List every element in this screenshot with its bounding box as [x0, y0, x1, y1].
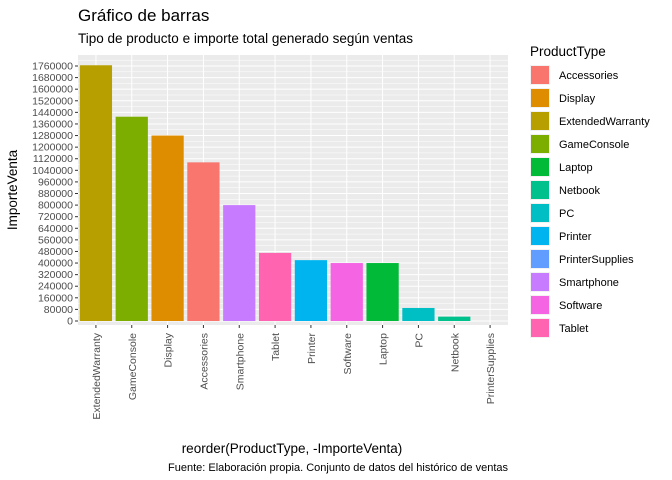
legend-item: Netbook [530, 180, 600, 200]
bar-gameconsole [115, 116, 148, 321]
y-tick-label: 1120000 [33, 153, 73, 165]
y-tick-label: 800000 [38, 200, 73, 212]
legend-item: Software [530, 295, 602, 315]
legend-swatch [531, 296, 549, 314]
bars [79, 65, 471, 321]
legend-label: Netbook [559, 185, 600, 197]
x-tick-label: Software [342, 333, 354, 375]
grid-minor [78, 59, 508, 316]
legend-item: Laptop [530, 157, 593, 177]
legend-swatch [531, 319, 549, 337]
y-tick-label: 1360000 [32, 118, 73, 130]
legend-label: Smartphone [559, 277, 619, 289]
bar-tablet [258, 252, 292, 321]
x-tick-label: PC [413, 333, 425, 348]
x-tick-label: ExtendedWarranty [91, 332, 103, 419]
y-tick-label: 1600000 [32, 84, 73, 96]
legend-label: Display [559, 93, 596, 105]
y-tick-label: 720000 [38, 211, 73, 223]
legend-label: PrinterSupplies [559, 254, 634, 266]
bar-accessories [187, 162, 220, 321]
legend-label: Laptop [559, 162, 593, 174]
legend-swatch [531, 135, 549, 153]
legend-label: GameConsole [559, 139, 629, 151]
bar-netbook [438, 316, 471, 321]
chart-subtitle: Tipo de producto e importe total generad… [78, 31, 413, 46]
legend-label: Accessories [559, 70, 619, 82]
legend-swatch [531, 181, 549, 199]
y-tick-label: 320000 [38, 269, 73, 281]
legend: ProductType Accessories Display ExtendedWa… [530, 44, 650, 338]
bar-pc [402, 307, 435, 321]
y-tick-label: 0 [67, 316, 73, 328]
legend-swatch [531, 112, 549, 130]
legend-item: ExtendedWarranty [530, 111, 650, 131]
y-tick-label: 1040000 [32, 165, 73, 177]
bar-display [151, 135, 184, 321]
y-tick-label: 1520000 [32, 95, 73, 107]
plot-panel [78, 55, 508, 325]
bar-smartphone [223, 205, 256, 321]
y-tick-label: 400000 [38, 258, 73, 270]
x-tick-label: GameConsole [127, 333, 139, 400]
y-tick-label: 880000 [38, 188, 73, 200]
chart-caption: Fuente: Elaboración propia. Conjunto de … [168, 462, 508, 474]
legend-label: PC [559, 208, 574, 220]
y-tick-label: 1200000 [32, 142, 73, 154]
legend-swatch [531, 227, 549, 245]
legend-swatch [531, 250, 549, 268]
y-tick-label: 240000 [38, 281, 73, 293]
y-tick-label: 480000 [38, 246, 73, 258]
legend-swatch [531, 158, 549, 176]
y-tick-label: 640000 [38, 223, 73, 235]
y-tick-label: 80000 [44, 304, 73, 316]
legend-swatch [531, 89, 549, 107]
legend-item: Printer [530, 226, 592, 246]
legend-item: Accessories [530, 65, 619, 85]
legend-label: ExtendedWarranty [559, 116, 650, 128]
x-tick-label: Netbook [449, 332, 461, 372]
legend-item: GameConsole [530, 134, 629, 154]
chart-title: Gráfico de barras [78, 6, 209, 25]
y-axis-ticks: 0800001600002400003200004000004800005600… [32, 61, 78, 328]
x-tick-label: Laptop [378, 333, 390, 365]
legend-item: PrinterSupplies [530, 249, 634, 269]
legend-title: ProductType [530, 44, 606, 59]
y-tick-label: 560000 [38, 234, 73, 246]
legend-item: PC [530, 203, 574, 223]
bar-printer [294, 260, 328, 321]
legend-label: Printer [559, 231, 592, 243]
x-tick-label: Smartphone [234, 333, 246, 390]
y-tick-label: 1440000 [32, 107, 73, 119]
y-tick-label: 960000 [38, 176, 73, 188]
legend-label: Software [559, 300, 602, 312]
legend-item: Smartphone [530, 272, 619, 292]
y-tick-label: 1760000 [32, 61, 73, 73]
x-axis-label: reorder(ProductType, -ImporteVenta) [182, 441, 403, 456]
legend-swatch [531, 66, 549, 84]
x-axis-ticks: ExtendedWarranty GameConsole Display Access… [91, 325, 497, 420]
x-tick-label: Tablet [270, 333, 282, 361]
x-tick-label: Display [163, 332, 175, 367]
bar-software [330, 263, 363, 321]
legend-label: Tablet [559, 323, 588, 335]
x-tick-label: Printer [306, 333, 318, 364]
bar-extendedwarranty [79, 65, 113, 321]
y-tick-label: 160000 [38, 292, 73, 304]
x-tick-label: Accessories [198, 333, 210, 390]
legend-swatch [531, 204, 549, 222]
bar-laptop [366, 263, 399, 321]
legend-item: Display [530, 88, 596, 108]
y-axis-label: ImporteVenta [5, 149, 20, 230]
legend-swatch [531, 273, 549, 291]
x-tick-label: PrinterSupplies [485, 333, 497, 404]
legend-item: Tablet [530, 318, 588, 338]
y-tick-label: 1280000 [32, 130, 73, 142]
y-tick-label: 1680000 [32, 72, 73, 84]
